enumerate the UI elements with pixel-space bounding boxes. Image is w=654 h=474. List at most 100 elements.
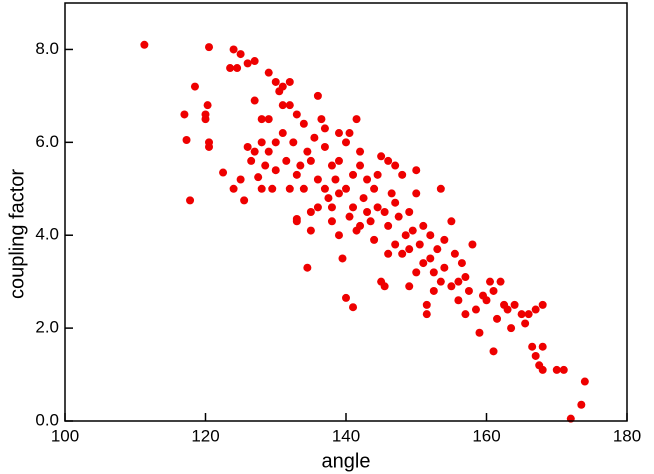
point bbox=[349, 203, 358, 212]
point bbox=[517, 310, 526, 319]
point bbox=[243, 59, 252, 68]
plot-frame bbox=[64, 2, 628, 422]
point bbox=[419, 259, 428, 268]
point bbox=[292, 214, 301, 223]
point bbox=[391, 240, 400, 249]
point bbox=[306, 226, 315, 235]
point bbox=[447, 217, 456, 226]
point bbox=[310, 133, 319, 142]
point bbox=[398, 249, 407, 258]
point bbox=[426, 231, 435, 240]
x-tick-label: 100 bbox=[51, 426, 79, 445]
point bbox=[190, 82, 199, 91]
point bbox=[433, 245, 442, 254]
point bbox=[457, 259, 466, 268]
point bbox=[306, 208, 315, 216]
point bbox=[320, 142, 329, 151]
point bbox=[247, 156, 256, 165]
point bbox=[429, 286, 438, 295]
point bbox=[405, 208, 414, 216]
point bbox=[180, 110, 189, 119]
point bbox=[296, 161, 305, 170]
point bbox=[507, 324, 516, 333]
point bbox=[426, 254, 435, 263]
point bbox=[475, 328, 484, 337]
point bbox=[440, 263, 449, 272]
point bbox=[496, 277, 505, 286]
point bbox=[345, 129, 354, 138]
point bbox=[436, 277, 445, 286]
point bbox=[327, 161, 336, 170]
point bbox=[278, 129, 287, 138]
point bbox=[489, 347, 498, 356]
x-tick-label: 180 bbox=[613, 426, 641, 445]
y-tick-label: 8.0 bbox=[35, 39, 59, 58]
point bbox=[320, 124, 329, 133]
point bbox=[419, 221, 428, 230]
point bbox=[366, 217, 375, 226]
point bbox=[282, 156, 291, 165]
point bbox=[478, 291, 487, 300]
point bbox=[313, 203, 322, 212]
point bbox=[334, 129, 343, 138]
point bbox=[219, 168, 228, 177]
point bbox=[229, 45, 238, 54]
point bbox=[205, 142, 214, 151]
point bbox=[493, 314, 502, 323]
point bbox=[342, 184, 350, 193]
point bbox=[391, 161, 400, 170]
point bbox=[359, 194, 368, 203]
point bbox=[250, 57, 259, 66]
point bbox=[471, 305, 480, 314]
point bbox=[461, 273, 470, 282]
point bbox=[236, 175, 245, 184]
point bbox=[363, 208, 372, 216]
point bbox=[415, 240, 424, 249]
point bbox=[205, 43, 214, 52]
point bbox=[398, 170, 407, 179]
point bbox=[324, 194, 333, 203]
point bbox=[422, 310, 431, 319]
point bbox=[468, 240, 477, 249]
point bbox=[299, 184, 308, 193]
point bbox=[408, 226, 417, 235]
point bbox=[140, 40, 149, 49]
point bbox=[345, 212, 354, 221]
point bbox=[436, 184, 445, 193]
point bbox=[271, 77, 280, 86]
point bbox=[349, 170, 358, 179]
point bbox=[320, 184, 329, 193]
x-axis-label: angle bbox=[322, 450, 371, 472]
point bbox=[486, 277, 495, 286]
y-axis-label: coupling factor bbox=[6, 169, 28, 299]
point bbox=[285, 101, 294, 110]
point bbox=[464, 286, 473, 295]
point bbox=[278, 101, 287, 110]
point bbox=[412, 166, 421, 175]
point bbox=[450, 249, 459, 258]
point bbox=[370, 184, 379, 193]
point bbox=[264, 147, 273, 156]
point bbox=[373, 170, 382, 179]
point bbox=[264, 115, 273, 124]
point bbox=[292, 170, 301, 179]
point bbox=[243, 142, 252, 151]
point bbox=[373, 203, 382, 212]
point bbox=[278, 82, 287, 91]
point bbox=[254, 173, 263, 182]
point bbox=[394, 212, 403, 221]
point bbox=[503, 305, 512, 314]
point bbox=[510, 300, 519, 309]
point bbox=[201, 110, 210, 119]
point bbox=[327, 217, 336, 226]
y-tick-label: 6.0 bbox=[35, 132, 59, 151]
point bbox=[299, 119, 308, 128]
point bbox=[303, 147, 312, 156]
point bbox=[524, 310, 533, 319]
point bbox=[356, 161, 365, 170]
point bbox=[538, 300, 547, 309]
point bbox=[489, 286, 498, 295]
point bbox=[233, 64, 242, 73]
point bbox=[405, 245, 414, 254]
